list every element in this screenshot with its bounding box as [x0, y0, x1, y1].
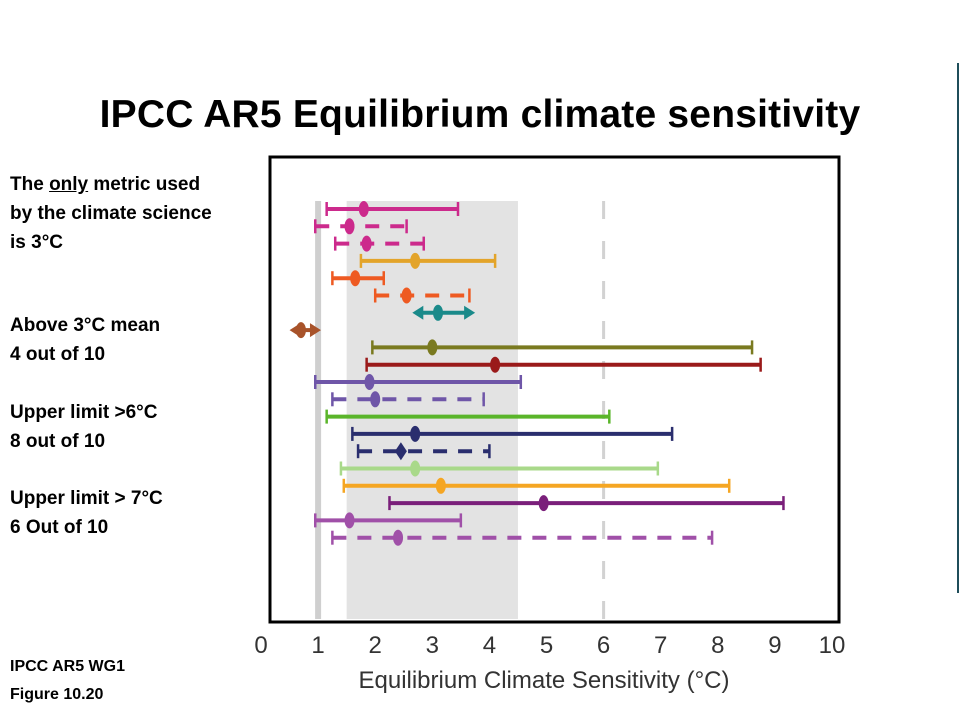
sensitivity-range: [412, 304, 476, 321]
best-estimate-marker: [350, 270, 361, 287]
best-estimate-marker: [410, 252, 421, 269]
sensitivity-range: [331, 270, 386, 287]
note-line: Above 3°C mean: [10, 315, 161, 336]
sensitivity-range: [313, 512, 463, 529]
sensitivity-range: [313, 374, 523, 390]
x-tick-label: 9: [768, 632, 781, 659]
sensitivity-range: [325, 201, 460, 217]
x-axis-label: Equilibrium Climate Sensitivity (°C): [358, 667, 729, 694]
x-tick-label: 5: [540, 632, 553, 659]
best-estimate-marker: [358, 201, 369, 217]
x-tick-label: 3: [426, 632, 439, 659]
source-line: IPCC AR5 WG1: [10, 658, 125, 675]
range-arrowhead-right: [309, 323, 321, 338]
x-tick-label: 8: [711, 632, 724, 659]
best-estimate-marker: [435, 477, 446, 494]
sensitivity-range: [333, 235, 425, 252]
sensitivity-range: [325, 409, 611, 424]
x-tick-label: 1: [311, 632, 324, 659]
sensitivity-range: [388, 495, 785, 512]
x-tick-label: 0: [254, 632, 267, 659]
best-estimate-marker: [364, 374, 375, 390]
note-line: is 3°C: [10, 232, 64, 253]
best-estimate-marker: [393, 529, 404, 546]
note-line: Upper limit > 7°C: [10, 488, 163, 509]
sensitivity-range: [342, 477, 731, 494]
likely-range-shading: [346, 201, 518, 619]
sensitivity-range: [371, 339, 754, 356]
note-line: Upper limit >6°C: [10, 402, 158, 423]
sensitivity-range: [313, 218, 408, 235]
best-estimate-marker: [394, 442, 407, 461]
x-tick-label: 10: [819, 632, 846, 659]
best-estimate-marker: [410, 460, 421, 477]
source-line: Figure 10.20: [10, 686, 104, 703]
note-line: 8 out of 10: [10, 431, 106, 452]
sensitivity-range: [351, 425, 674, 442]
note-only-metric: The only metric used by the climate scie…: [10, 170, 212, 257]
sensitivity-range: [359, 252, 497, 269]
best-estimate-marker: [344, 218, 355, 235]
sensitivity-range: [373, 287, 471, 304]
best-estimate-marker: [401, 287, 412, 304]
best-estimate-marker: [370, 391, 381, 408]
best-estimate-marker: [344, 512, 355, 529]
sensitivity-range: [289, 322, 321, 339]
range-arrowhead-right: [464, 305, 476, 320]
plot-frame: [268, 155, 841, 624]
slide-edge-rule: [957, 63, 959, 593]
best-estimate-marker: [410, 425, 421, 442]
note-line: by the climate science: [10, 203, 212, 224]
note-upper-limit-7: Upper limit > 7°C 6 Out of 10: [10, 484, 163, 542]
sensitivity-range: [365, 356, 762, 373]
sensitivity-range: [356, 442, 491, 461]
chart-ranges-layer: [289, 201, 785, 546]
sensitivity-range: [339, 460, 660, 477]
sensitivity-range: [331, 391, 485, 408]
x-tick-label: 4: [483, 632, 496, 659]
range-arrowhead-left: [412, 305, 424, 320]
note-upper-limit-6: Upper limit >6°C 8 out of 10: [10, 398, 158, 456]
note-underlined-text: only: [49, 174, 89, 195]
note-line: 6 Out of 10: [10, 517, 109, 538]
best-estimate-marker: [490, 356, 501, 373]
source-citation: IPCC AR5 WG1 Figure 10.20: [10, 653, 125, 709]
note-line: 4 out of 10: [10, 344, 106, 365]
note-above-mean: Above 3°C mean 4 out of 10: [10, 311, 160, 369]
chart-axis-layer: 0 1 2 3 4 5 6 7 8 9 10 Equilibrium Climate Sensitiv…: [254, 155, 846, 694]
note-text: metric used: [88, 174, 201, 195]
best-estimate-marker: [361, 235, 372, 252]
best-estimate-marker: [538, 495, 549, 512]
chart-background-layer: [315, 201, 606, 619]
x-tick-label: 6: [597, 632, 610, 659]
x-tick-label: 7: [654, 632, 667, 659]
best-estimate-marker: [427, 339, 438, 356]
best-estimate-marker: [295, 322, 306, 339]
slide-title: IPCC AR5 Equilibrium climate sensitivity: [99, 93, 861, 136]
note-line: The only metric used: [10, 170, 212, 199]
best-estimate-marker: [433, 304, 444, 321]
note-text: The: [10, 174, 50, 195]
sensitivity-range: [331, 529, 714, 546]
x-tick-label: 2: [369, 632, 382, 659]
